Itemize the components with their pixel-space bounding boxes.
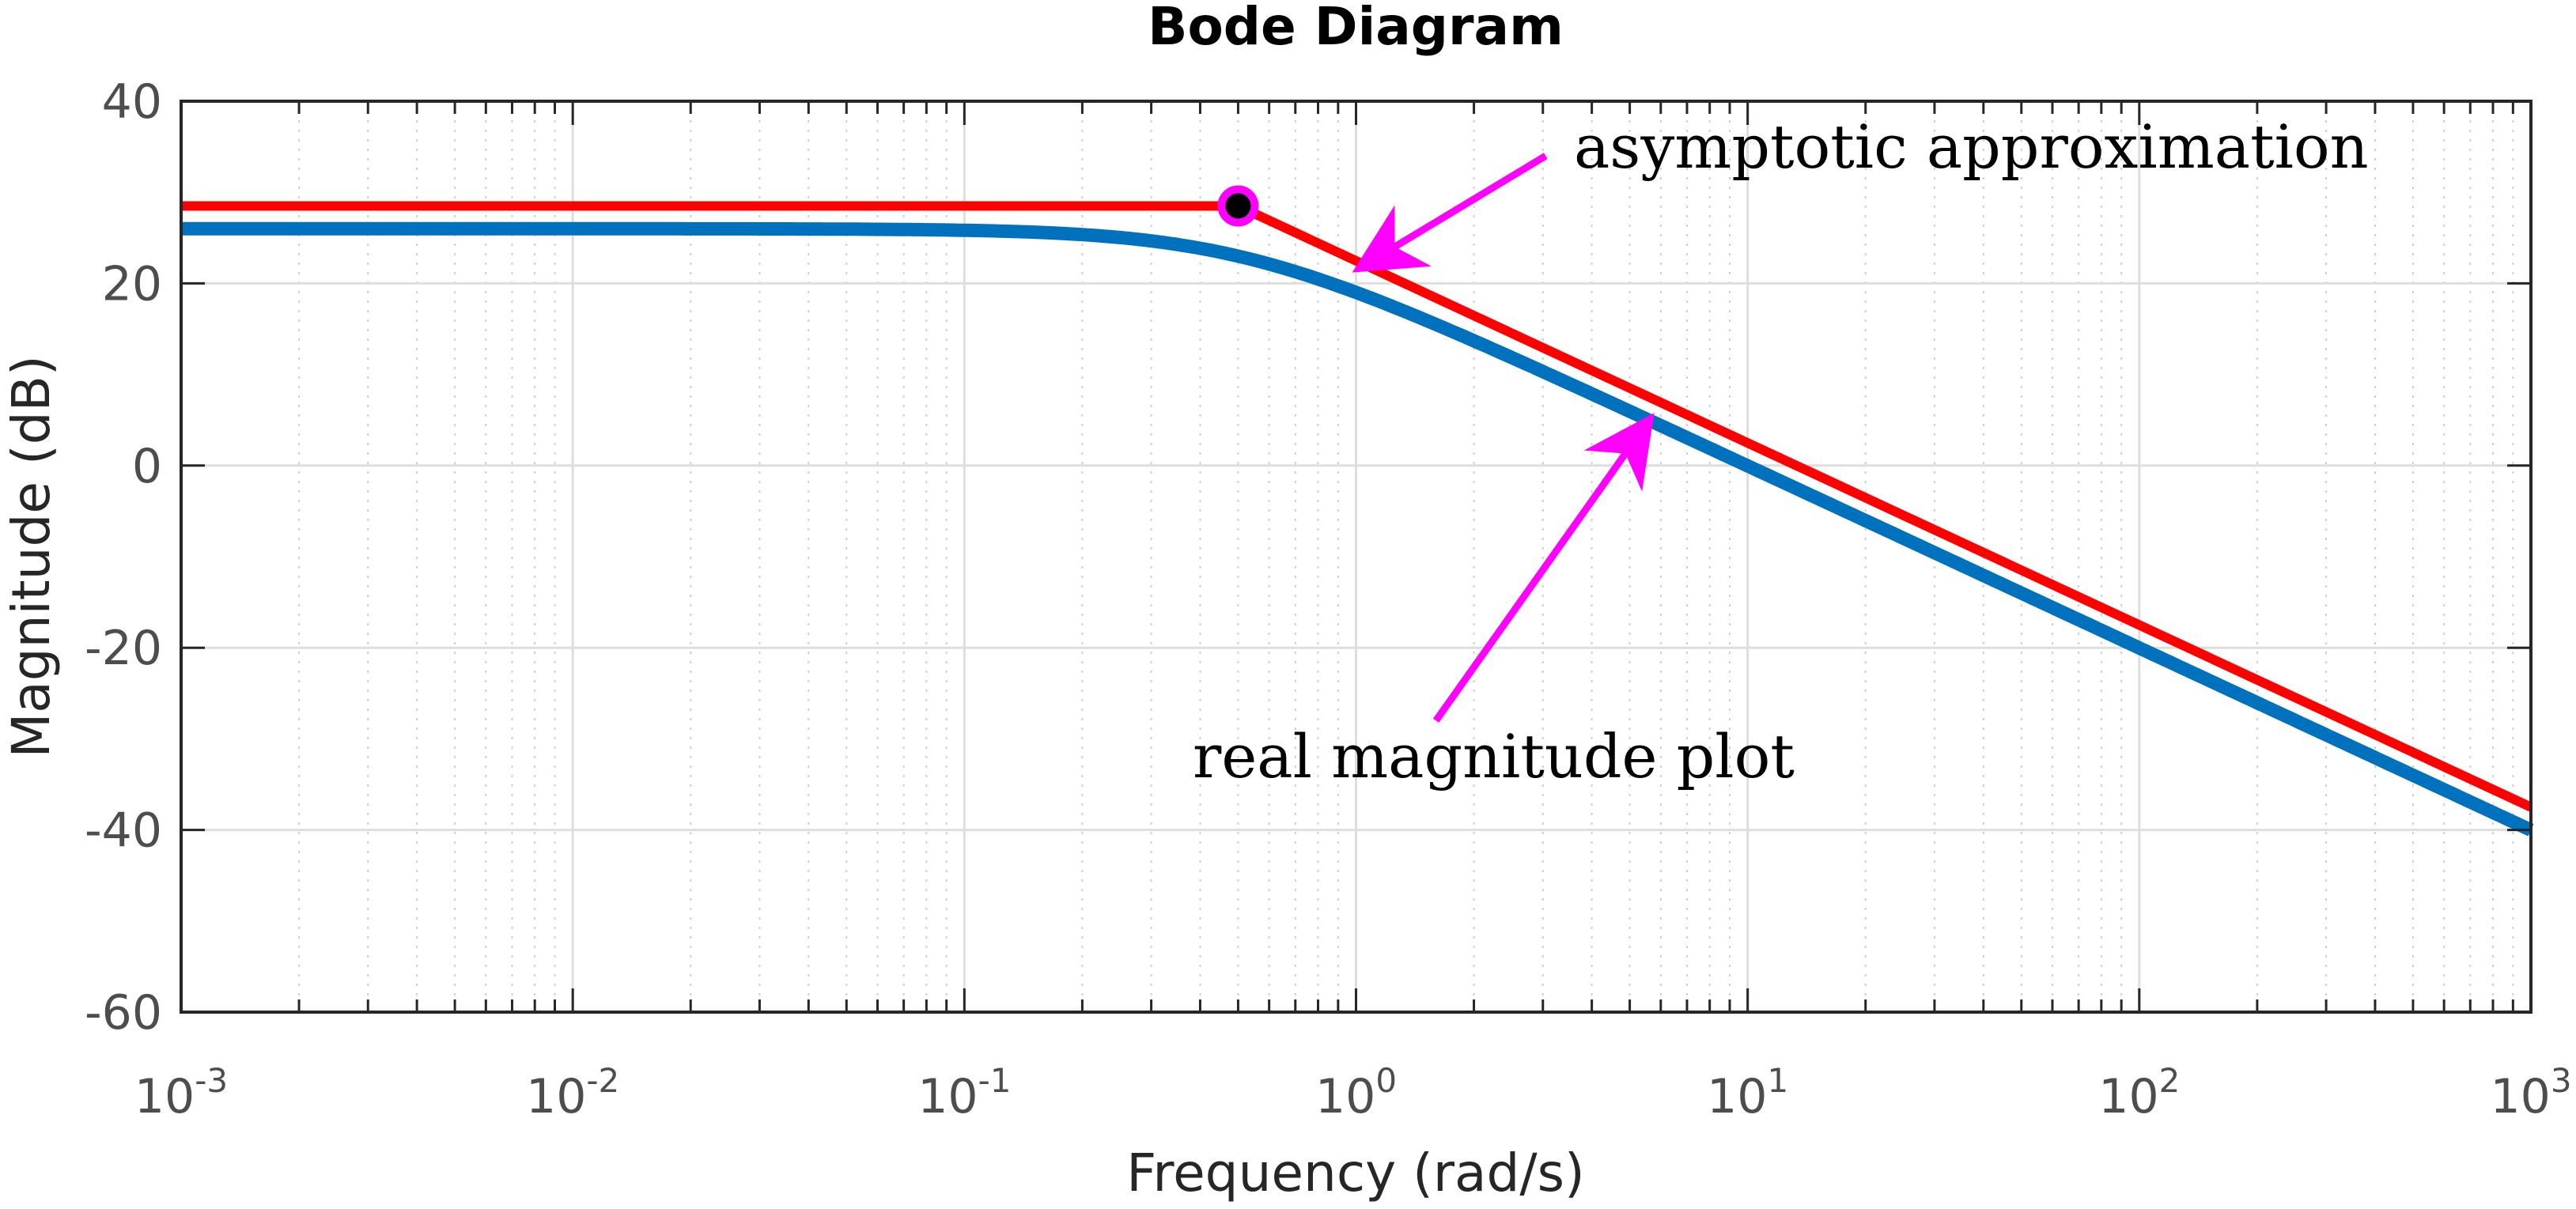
x-tick-exponent: -2 (586, 1061, 619, 1100)
y-axis-label: Magnitude (dB) (1, 355, 62, 758)
tick-marks (180, 100, 2532, 1014)
x-tick-exponent: -1 (978, 1061, 1012, 1100)
y-tick-label: -40 (85, 803, 162, 859)
x-tick-exponent: -3 (195, 1061, 228, 1100)
y-tick-label: 0 (132, 439, 162, 494)
annotation-arrow-asymptotic (1352, 153, 1548, 273)
x-axis-label: Frequency (rad/s) (1126, 1143, 1585, 1203)
x-tick-label: 102 (2098, 1061, 2180, 1124)
x-tick-label: 103 (2490, 1061, 2571, 1124)
corner-frequency-marker (1217, 185, 1259, 227)
x-tick-labels: 10-3 10-2 10-1 100 101 102 103 (134, 1061, 2572, 1124)
annotation-layer (1352, 153, 1655, 723)
annotation-text-asymptotic: asymptotic approximation (1574, 111, 2369, 182)
annotation-text-real: real magnitude plot (1193, 721, 1795, 792)
x-tick-label: 100 (1315, 1061, 1397, 1124)
x-tick-label: 10-3 (134, 1061, 228, 1124)
minor-grid (298, 101, 2514, 1012)
x-tick-exponent: 1 (1767, 1061, 1788, 1100)
x-tick-exponent: 3 (2551, 1061, 2572, 1100)
y-tick-label: -60 (85, 985, 162, 1041)
y-tick-label: -20 (85, 621, 162, 676)
x-tick-exponent: 0 (1375, 1061, 1397, 1100)
y-tick-label: 40 (102, 74, 162, 130)
x-tick-label: 101 (1707, 1061, 1788, 1124)
x-tick-label: 10-1 (917, 1061, 1011, 1124)
annotation-arrow-real (1432, 413, 1655, 723)
y-tick-label: 20 (102, 256, 162, 312)
x-tick-exponent: 2 (2159, 1061, 2181, 1100)
chart-title: Bode Diagram (1148, 0, 1564, 57)
x-tick-label: 10-2 (526, 1061, 619, 1124)
series-layer (179, 185, 2534, 837)
y-tick-labels: 40 20 0 -20 -40 -60 (85, 74, 162, 1041)
series-real-magnitude-line (179, 221, 2534, 837)
